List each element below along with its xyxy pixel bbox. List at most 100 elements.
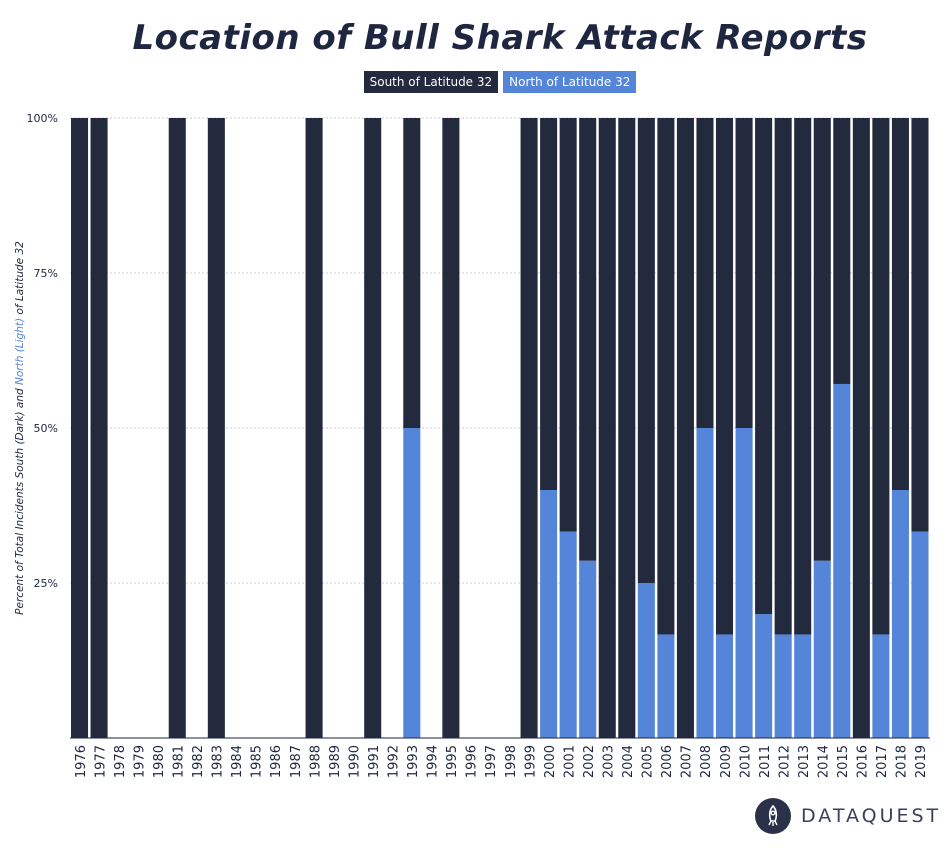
- bar-south: [676, 118, 694, 738]
- x-tick-label: 1979: [132, 745, 147, 778]
- x-tick-label: 1988: [308, 745, 323, 778]
- bar-south: [618, 118, 636, 738]
- x-tick-label: 1990: [347, 745, 362, 778]
- bar-north: [657, 634, 675, 738]
- x-tick-label: 1995: [445, 745, 460, 778]
- x-tick-label: 1992: [387, 745, 402, 778]
- x-tick-label: 2012: [777, 745, 792, 778]
- bar-south: [559, 118, 577, 532]
- x-tick-label: 1996: [465, 745, 480, 778]
- x-tick-label: 2019: [914, 745, 929, 778]
- bar-north: [696, 428, 714, 738]
- bar-north: [637, 583, 655, 738]
- bar-south: [911, 118, 929, 532]
- bar-south: [716, 118, 734, 635]
- bar-south: [774, 118, 792, 635]
- bar-south: [833, 118, 851, 384]
- x-tick-label: 1986: [269, 745, 284, 778]
- bar-south: [305, 118, 323, 738]
- bar-south: [657, 118, 675, 635]
- bar-south: [168, 118, 186, 738]
- x-tick-label: 2018: [895, 745, 910, 778]
- x-tick-label: 1976: [74, 745, 89, 778]
- bar-south: [794, 118, 812, 635]
- x-tick-label: 2003: [602, 745, 617, 778]
- bar-north: [540, 490, 558, 738]
- y-tick-label: 50%: [34, 422, 58, 435]
- bar-north: [755, 614, 773, 738]
- bar-north: [891, 490, 909, 738]
- bar-north: [716, 634, 734, 738]
- x-tick-label: 1989: [328, 745, 343, 778]
- x-tick-label: 2014: [817, 745, 832, 778]
- x-tick-label: 2010: [738, 745, 753, 778]
- bar-north: [579, 560, 597, 738]
- x-tick-label: 1977: [93, 745, 108, 778]
- logo-text: DATAQUEST: [801, 805, 942, 827]
- bar-south: [637, 118, 655, 583]
- bar-south: [852, 118, 870, 738]
- x-tick-label: 1982: [191, 745, 206, 778]
- bar-south: [520, 118, 538, 738]
- legend-item-south: South of Latitude 32: [363, 71, 499, 93]
- y-tick-label: 75%: [34, 267, 58, 280]
- bar-north: [735, 428, 753, 738]
- bar-south: [891, 118, 909, 490]
- x-tick-label: 2006: [660, 745, 675, 778]
- bar-north: [774, 634, 792, 738]
- bar-south: [71, 118, 89, 738]
- x-tick-label: 2005: [641, 745, 656, 778]
- chart-title: Location of Bull Shark Attack Reports: [132, 18, 868, 58]
- bar-north: [911, 531, 929, 738]
- bar-north: [559, 531, 577, 738]
- x-tick-label: 2013: [797, 745, 812, 778]
- bar-south: [579, 118, 597, 561]
- bar-south: [442, 118, 460, 738]
- bar-south: [207, 118, 225, 738]
- bar-south: [540, 118, 558, 490]
- x-tick-label: 1987: [289, 745, 304, 778]
- x-tick-label: 1994: [426, 745, 441, 778]
- x-tick-label: 1993: [406, 745, 421, 778]
- x-tick-label: 1985: [250, 745, 265, 778]
- x-tick-label: 2015: [836, 745, 851, 778]
- bar-south: [813, 118, 831, 561]
- x-tick-label: 1984: [230, 745, 245, 778]
- x-tick-label: 1980: [152, 745, 167, 778]
- x-tick-label: 2016: [856, 745, 871, 778]
- bar-south: [696, 118, 714, 428]
- bar-south: [90, 118, 108, 738]
- x-tick-label: 2017: [875, 745, 890, 778]
- bar-north: [813, 560, 831, 738]
- rocket-icon: [755, 798, 791, 834]
- bar-north: [794, 634, 812, 738]
- x-tick-label: 1981: [172, 745, 187, 778]
- bar-south: [364, 118, 382, 738]
- bar-chart: 25% 50% 75% 100% 1976 1977 1978 1979 1980 1981 198…: [14, 112, 930, 778]
- x-tick-label: 2000: [543, 745, 558, 778]
- x-tick-label: 1998: [504, 745, 519, 778]
- x-tick-label: 2004: [621, 745, 636, 778]
- bar-south: [755, 118, 773, 614]
- bar-north: [833, 383, 851, 738]
- x-tick-label: 2001: [562, 745, 577, 778]
- dataquest-logo: DATAQUEST: [755, 798, 941, 834]
- bar-south: [403, 118, 421, 428]
- x-tick-label: 2002: [582, 745, 597, 778]
- x-tick-label: 1997: [484, 745, 499, 778]
- x-tick-label: 2011: [758, 745, 773, 778]
- bar-south: [598, 118, 616, 738]
- bar-north: [872, 634, 890, 738]
- y-tick-label: 100%: [27, 112, 58, 125]
- x-tick-label: 1991: [367, 745, 382, 778]
- x-tick-label: 1999: [523, 745, 538, 778]
- bar-south: [735, 118, 753, 428]
- bar-north: [403, 428, 421, 738]
- legend-item-north: North of Latitude 32: [503, 71, 637, 93]
- x-tick-label: 1983: [211, 745, 226, 778]
- x-tick-label: 2007: [680, 745, 695, 778]
- bar-south: [872, 118, 890, 635]
- y-tick-label: 25%: [34, 577, 58, 590]
- y-axis-label: Percent of Total Incidents South (Dark) …: [14, 241, 26, 615]
- x-tick-label: 1978: [113, 745, 128, 778]
